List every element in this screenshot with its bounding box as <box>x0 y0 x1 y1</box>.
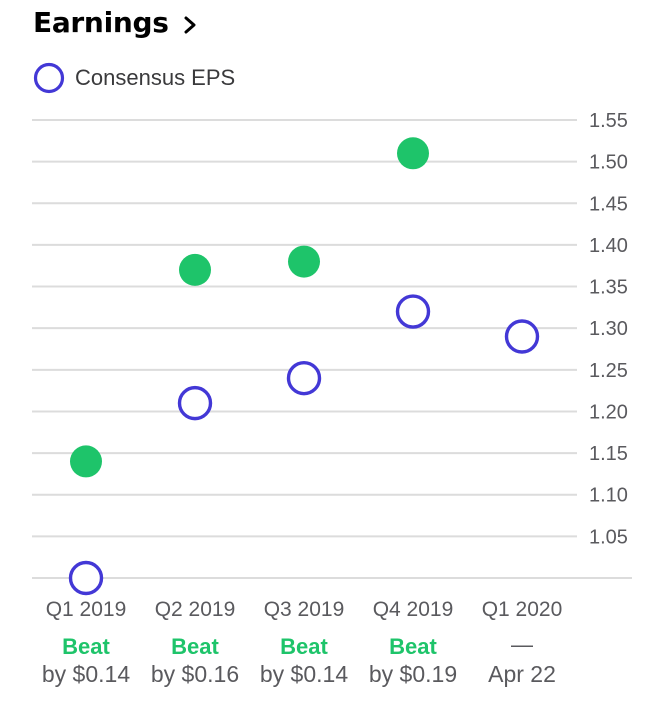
earnings-result-status: Beat <box>171 634 219 659</box>
y-tick-label: 1.25 <box>589 360 628 382</box>
x-tick-label: Q4 2019 <box>373 598 454 621</box>
y-tick-label: 1.45 <box>589 193 628 215</box>
chart-legend: Consensus EPS <box>33 62 235 94</box>
hollow-circle-icon <box>33 62 65 94</box>
y-tick-label: 1.50 <box>589 152 628 174</box>
actual-eps-point <box>397 137 429 170</box>
consensus-eps-point <box>395 294 431 329</box>
y-tick-label: 1.30 <box>589 318 628 340</box>
x-tick-label: Q1 2019 <box>46 598 127 621</box>
x-tick-label: Q3 2019 <box>264 598 345 621</box>
earnings-result-detail: by $0.16 <box>151 661 239 687</box>
earnings-result-status: Beat <box>389 634 437 659</box>
y-tick-label: 1.05 <box>589 526 628 548</box>
earnings-result-status: Beat <box>62 634 110 659</box>
legend-label-consensus-eps: Consensus EPS <box>75 65 236 90</box>
y-tick-label: 1.15 <box>589 443 628 465</box>
earnings-result-status: — <box>511 632 533 657</box>
earnings-header-link[interactable]: Earnings <box>33 2 199 42</box>
consensus-eps-point <box>177 385 213 421</box>
actual-eps-point <box>70 445 102 478</box>
earnings-title: Earnings <box>33 5 169 39</box>
x-tick-label: Q1 2020 <box>482 598 563 621</box>
earnings-result-detail: by $0.14 <box>42 661 130 687</box>
consensus-eps-point <box>286 360 322 396</box>
x-tick-label: Q2 2019 <box>155 598 236 621</box>
consensus-eps-point <box>504 319 540 354</box>
y-tick-label: 1.40 <box>589 235 628 257</box>
y-tick-label: 1.55 <box>589 110 628 132</box>
y-tick-label: 1.20 <box>589 401 628 423</box>
earnings-result-detail: by $0.14 <box>260 661 348 687</box>
y-tick-label: 1.10 <box>589 485 628 507</box>
earnings-result-detail: by $0.19 <box>369 661 457 687</box>
earnings-result-status: Beat <box>280 634 328 659</box>
actual-eps-point <box>288 245 320 278</box>
chevron-right-icon <box>184 16 196 34</box>
consensus-eps-point <box>68 560 104 596</box>
actual-eps-point <box>179 253 211 286</box>
earnings-result-detail: Apr 22 <box>488 661 556 687</box>
y-tick-label: 1.35 <box>589 277 628 299</box>
